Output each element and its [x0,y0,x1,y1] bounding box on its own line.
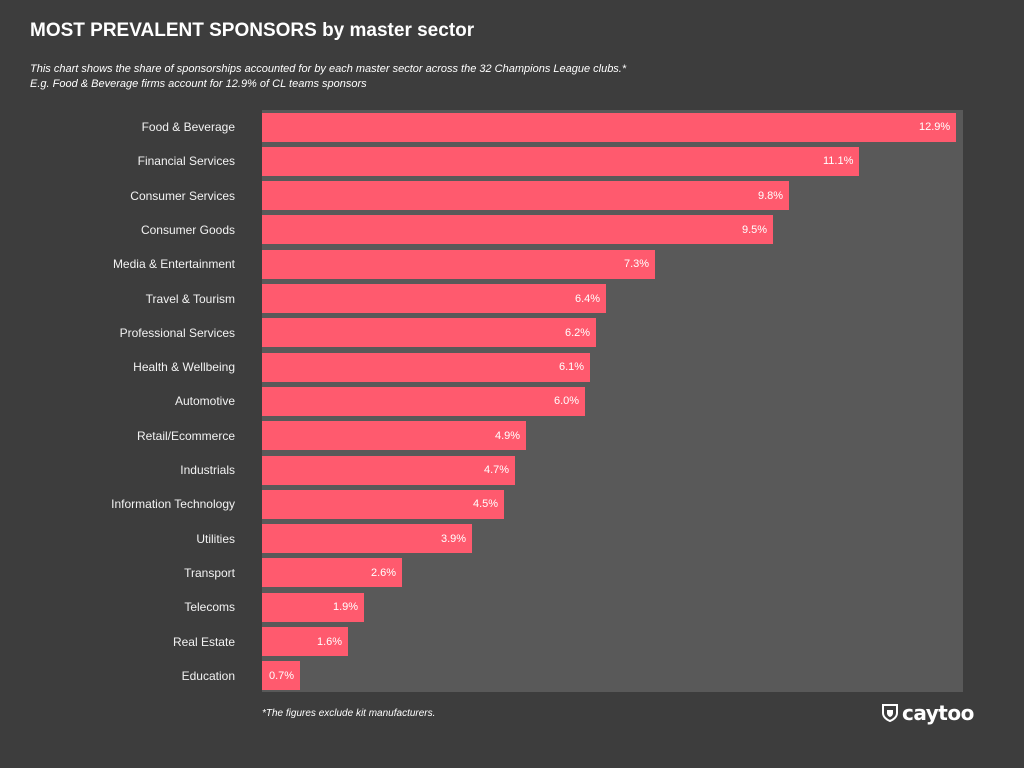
category-label: Retail/Ecommerce [136,428,235,443]
subtitle-line-2: E.g. Food & Beverage firms account for 1… [30,78,367,90]
category-label: Automotive [174,394,235,409]
bar [262,593,364,622]
bar-value-label: 4.5% [473,498,499,511]
category-label: Consumer Services [130,188,235,203]
category-label: Utilities [196,531,235,546]
bar [262,421,526,450]
category-label: Media & Entertainment [112,257,235,272]
bar-value-label: 2.6% [371,566,397,579]
category-label: Professional Services [119,325,235,340]
category-label: Transport [184,565,235,580]
category-label: Education [181,668,235,683]
bar [262,215,773,244]
bar-value-label: 3.9% [441,532,467,545]
bar [262,284,606,313]
bar [262,318,596,347]
bar [262,147,859,176]
bar-value-label: 4.9% [495,429,521,442]
bar [262,456,515,485]
bar [262,661,300,690]
bar [262,627,348,656]
category-label: Health & Wellbeing [133,360,235,375]
category-label: Food & Beverage [141,120,235,134]
category-label: Consumer Goods [140,222,235,237]
chart-title: MOST PREVALENT SPONSORS by master sector [30,20,475,41]
bar-value-label: 6.1% [559,361,585,374]
category-label: Information Technology [111,497,235,512]
bar-value-label: 6.2% [565,326,591,339]
bar-value-label: 9.8% [758,189,784,202]
bar [262,490,504,519]
shield-icon [882,704,898,722]
chart-subtitle: This chart shows the share of sponsorshi… [30,62,626,92]
brand-logo: caytoo [882,701,974,725]
bar-value-label: 9.5% [742,223,768,236]
bar-value-label: 11.1% [823,155,854,168]
bar-value-label: 7.3% [624,258,650,271]
bar [262,387,585,416]
footnote: *The figures exclude kit manufacturers. [262,708,436,719]
bar [262,113,956,142]
bar [262,524,472,553]
bar-value-label: 12.9% [919,121,951,133]
bar-value-label: 6.4% [575,292,601,305]
bar-value-label: 6.0% [554,395,580,408]
bar-value-label: 1.6% [317,635,343,648]
brand-name: caytoo [902,701,974,725]
bar [262,558,402,587]
category-label: Financial Services [137,154,235,169]
bar [262,353,590,382]
bar-value-label: 4.7% [484,464,510,476]
category-label: Industrials [180,463,235,477]
category-label: Real Estate [172,634,235,649]
bar [262,181,789,210]
bar-value-label: 1.9% [333,601,359,614]
category-label: Travel & Tourism [145,291,235,306]
bar-value-label: 0.7% [269,669,295,682]
bar [262,250,655,279]
category-label: Telecoms [184,600,235,615]
subtitle-line-1: This chart shows the share of sponsorshi… [30,63,627,75]
